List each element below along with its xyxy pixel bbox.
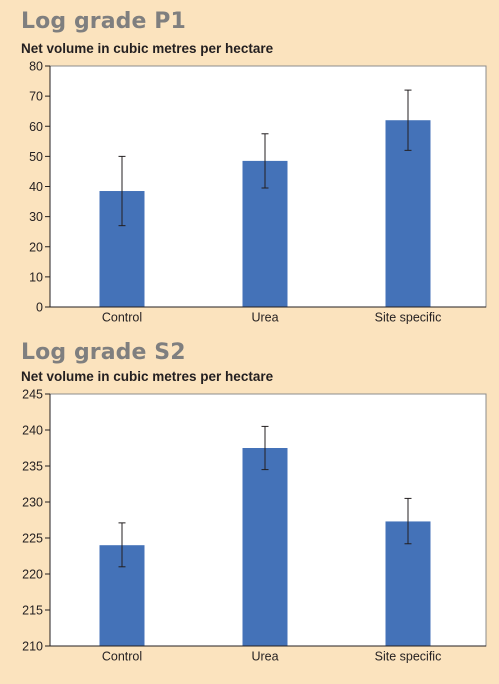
y-tick-label: 220 [22,568,43,582]
bar [242,448,288,646]
y-tick-label: 215 [22,604,43,618]
y-tick-label: 20 [29,240,43,254]
y-tick-label: 0 [36,301,43,315]
category-label: Site specific [375,311,442,325]
chart-subtitle: Net volume in cubic metres per hectare [21,369,274,384]
y-tick-label: 240 [22,424,43,438]
bar-chart-p1: 0 10 20 30 40 50 60 70 80 Control Urea Site specifi… [29,60,487,325]
y-tick-label: 30 [29,210,43,224]
y-tick-label: 50 [29,150,43,164]
y-tick-label: 10 [29,270,43,284]
chart-title: Log grade P1 [21,9,186,34]
category-label: Urea [251,311,278,325]
chart-title: Log grade S2 [21,340,186,365]
y-tick-label: 230 [22,496,43,510]
y-tick-label: 245 [22,388,43,402]
category-label: Urea [251,650,278,664]
y-tick-label: 235 [22,460,43,474]
y-tick-label: 40 [29,180,43,194]
chart-subtitle: Net volume in cubic metres per hectare [21,41,274,56]
category-label: Control [102,650,142,664]
y-tick-label: 210 [22,640,43,654]
y-tick-label: 80 [29,60,43,74]
bar [385,120,431,307]
category-label: Site specific [375,650,442,664]
y-tick-label: 225 [22,532,43,546]
y-tick-label: 60 [29,120,43,134]
y-tick-label: 70 [29,90,43,104]
category-label: Control [102,311,142,325]
